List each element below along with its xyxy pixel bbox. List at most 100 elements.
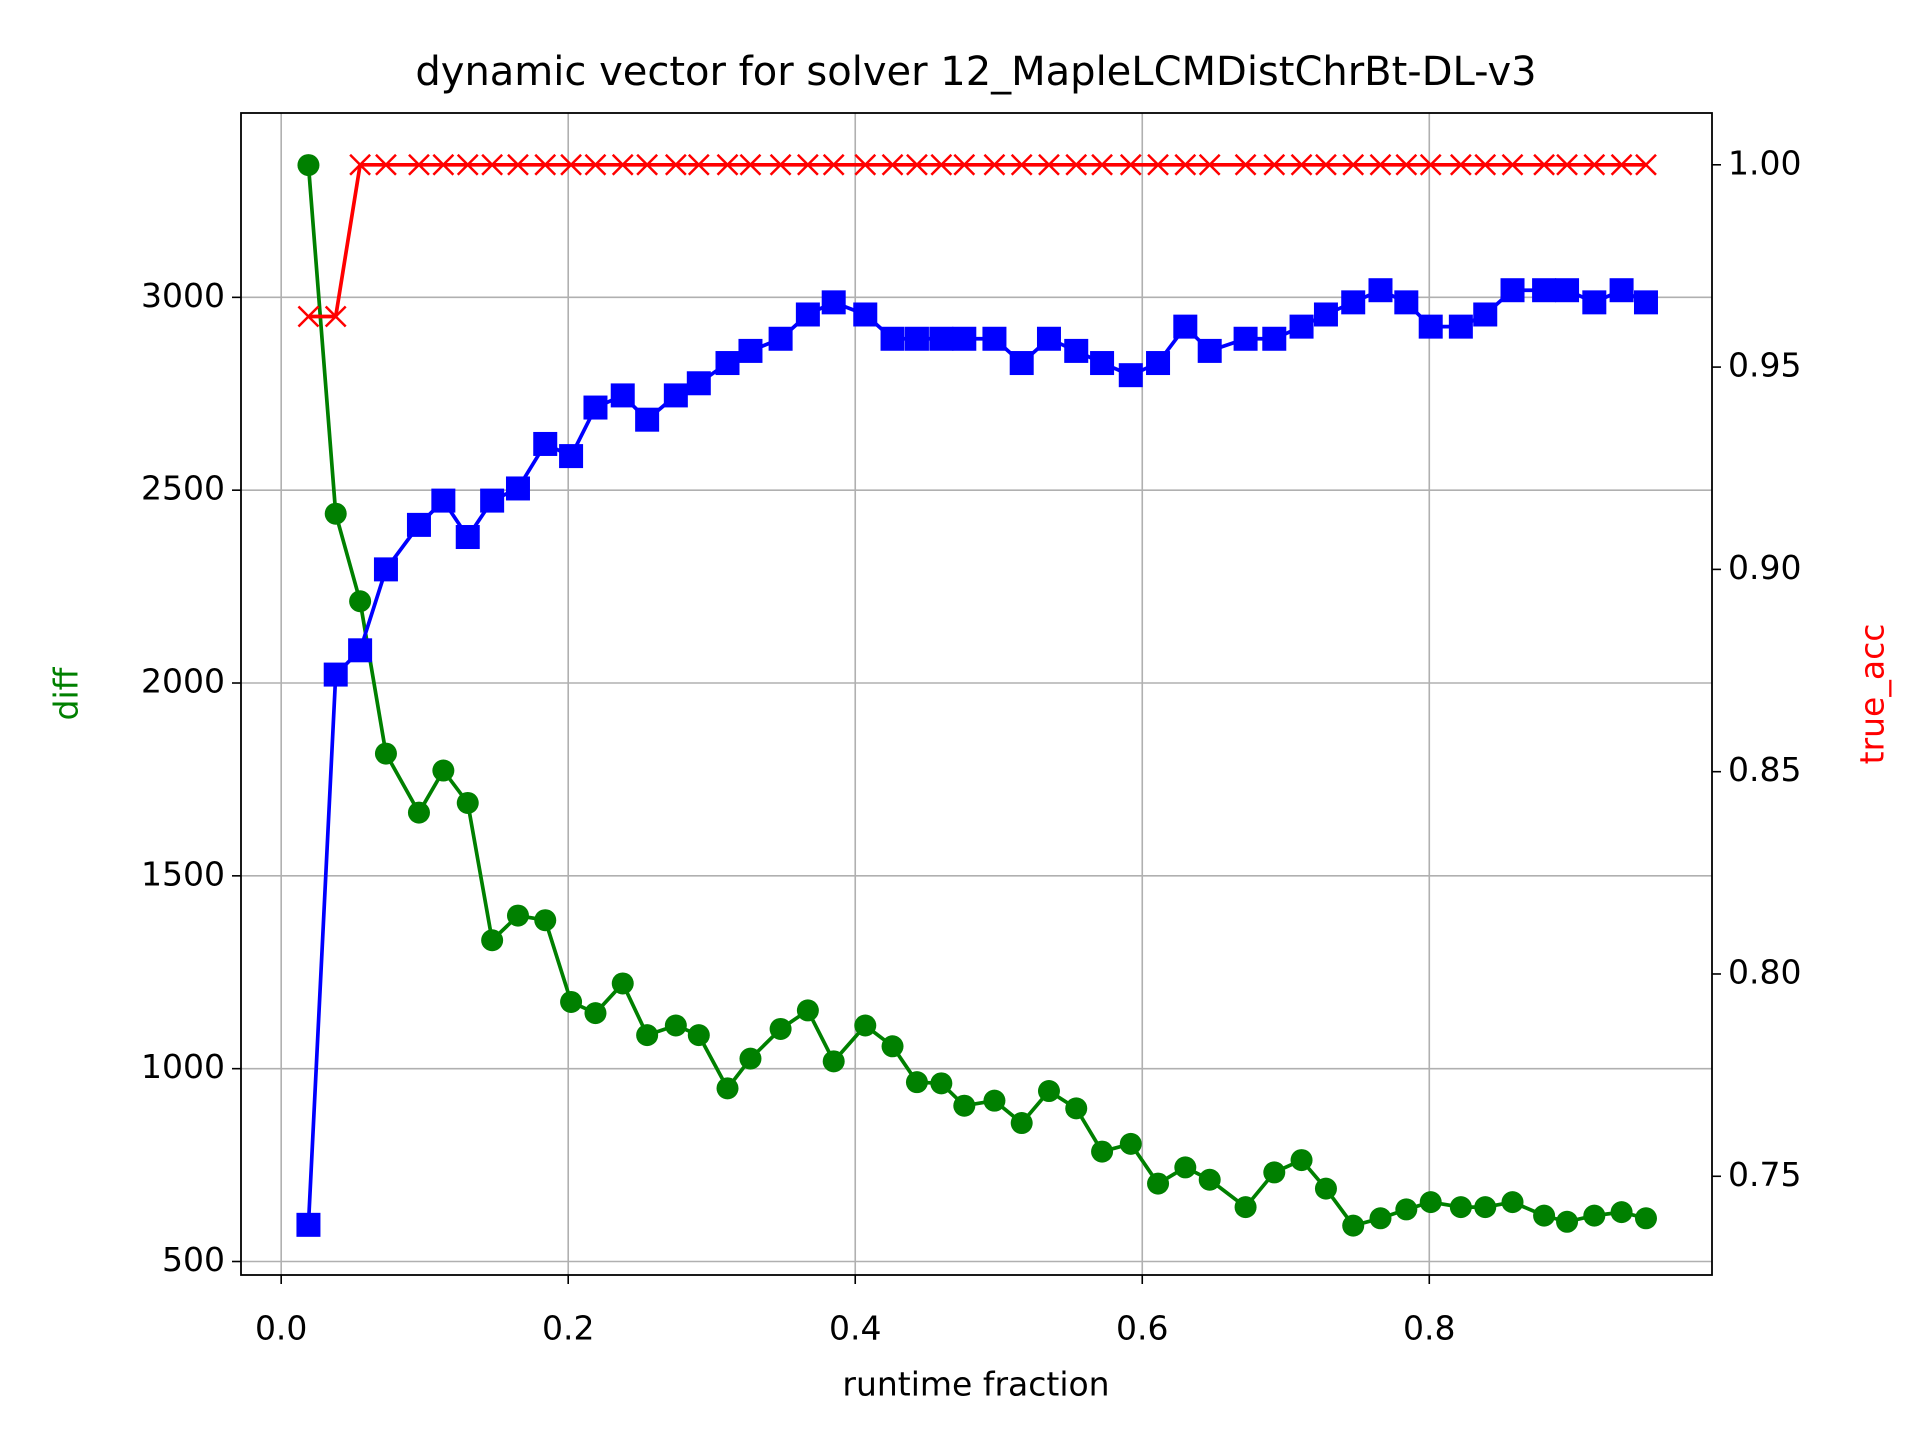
point-marker <box>739 153 762 176</box>
point-marker <box>664 153 687 176</box>
point-marker <box>1119 1132 1142 1155</box>
point-marker <box>1448 314 1473 339</box>
point-marker <box>1556 153 1578 176</box>
point-marker <box>1583 153 1606 176</box>
point-marker <box>1065 153 1088 176</box>
point-marker <box>1038 153 1060 176</box>
point-marker <box>1610 153 1633 176</box>
point-marker <box>1174 1156 1197 1179</box>
point-marker <box>1342 1214 1365 1237</box>
point-marker <box>610 383 635 408</box>
x-tick-label: 0.4 <box>829 1309 881 1348</box>
point-marker <box>1474 1196 1497 1219</box>
point-marker <box>1395 153 1418 176</box>
point-marker <box>687 153 710 176</box>
point-marker <box>635 407 660 432</box>
point-marker <box>349 153 371 176</box>
point-marker <box>611 972 634 995</box>
point-marker <box>769 1017 792 1040</box>
series-line <box>306 288 1647 1225</box>
x-tick-label: 0.2 <box>542 1309 594 1348</box>
point-marker <box>1198 153 1221 176</box>
point-marker <box>881 153 904 176</box>
point-marker <box>1197 338 1222 363</box>
point-marker <box>953 1094 976 1117</box>
point-marker <box>1419 1191 1442 1214</box>
y2-tick-label: 0.95 <box>1728 346 1801 385</box>
point-marker <box>768 326 793 351</box>
point-marker <box>297 154 320 177</box>
point-marker <box>408 153 430 176</box>
point-marker <box>686 371 711 396</box>
x-tick-label: 0.6 <box>1116 1309 1168 1348</box>
point-marker <box>1263 153 1286 176</box>
point-marker <box>1449 153 1472 176</box>
point-marker <box>796 153 819 176</box>
point-marker <box>664 1014 687 1037</box>
point-marker <box>1147 1172 1170 1195</box>
point-marker <box>1635 153 1657 176</box>
point-marker <box>559 444 584 469</box>
point-marker <box>1147 153 1169 176</box>
y-axis-label: diff <box>47 666 86 720</box>
point-marker <box>663 383 688 408</box>
point-marker <box>297 305 320 328</box>
point-marker <box>583 395 608 420</box>
x-axis-label: runtime fraction <box>842 1365 1109 1404</box>
point-marker <box>1233 326 1258 351</box>
point-marker <box>930 153 953 176</box>
point-marker <box>795 302 820 327</box>
point-marker <box>1010 1112 1033 1135</box>
point-marker <box>456 153 479 176</box>
point-marker <box>1289 314 1314 339</box>
point-marker <box>324 305 347 328</box>
point-marker <box>822 153 845 176</box>
point-marker <box>983 153 1006 176</box>
y2-tick-label: 0.90 <box>1728 548 1801 587</box>
point-marker <box>1609 278 1634 303</box>
point-marker <box>1263 1161 1286 1184</box>
point-marker <box>375 153 397 176</box>
point-marker <box>534 153 557 176</box>
point-marker <box>636 153 659 176</box>
x-tick-label: 0.0 <box>255 1309 307 1348</box>
point-marker <box>1290 1149 1313 1172</box>
point-marker <box>296 1212 321 1237</box>
point-marker <box>432 153 455 176</box>
point-marker <box>953 153 976 176</box>
y-tick-label: 1500 <box>141 854 225 893</box>
series-line <box>306 164 1647 1228</box>
point-marker <box>349 590 372 613</box>
point-marker <box>854 1014 877 1037</box>
point-marker <box>407 801 430 824</box>
point-marker <box>1290 153 1313 176</box>
x-tick-label: 0.8 <box>1403 1309 1455 1348</box>
point-marker <box>1009 351 1034 376</box>
point-marker <box>854 153 877 176</box>
point-marker <box>821 290 846 315</box>
point-marker <box>1419 153 1442 176</box>
y-tick-label: 3000 <box>141 276 225 315</box>
point-marker <box>1501 1191 1524 1214</box>
point-marker <box>1064 338 1089 363</box>
point-marker <box>1473 302 1498 327</box>
point-marker <box>796 999 819 1022</box>
point-marker <box>481 153 504 176</box>
chart-title: dynamic vector for solver 12_MapleLCMDis… <box>415 49 1536 95</box>
point-marker <box>1533 153 1555 176</box>
point-marker <box>739 1047 762 1070</box>
point-marker <box>373 557 398 582</box>
point-marker <box>533 431 558 456</box>
point-marker <box>1036 326 1061 351</box>
point-marker <box>1369 1207 1392 1230</box>
point-marker <box>716 153 739 176</box>
point-marker <box>1234 1196 1257 1219</box>
point-marker <box>1556 1210 1579 1233</box>
series-line <box>308 162 1646 319</box>
y-tick-label: 2000 <box>141 662 225 701</box>
point-marker <box>904 326 929 351</box>
point-marker <box>1369 153 1392 176</box>
point-marker <box>506 904 529 927</box>
point-marker <box>930 1072 953 1095</box>
point-marker <box>374 742 397 765</box>
